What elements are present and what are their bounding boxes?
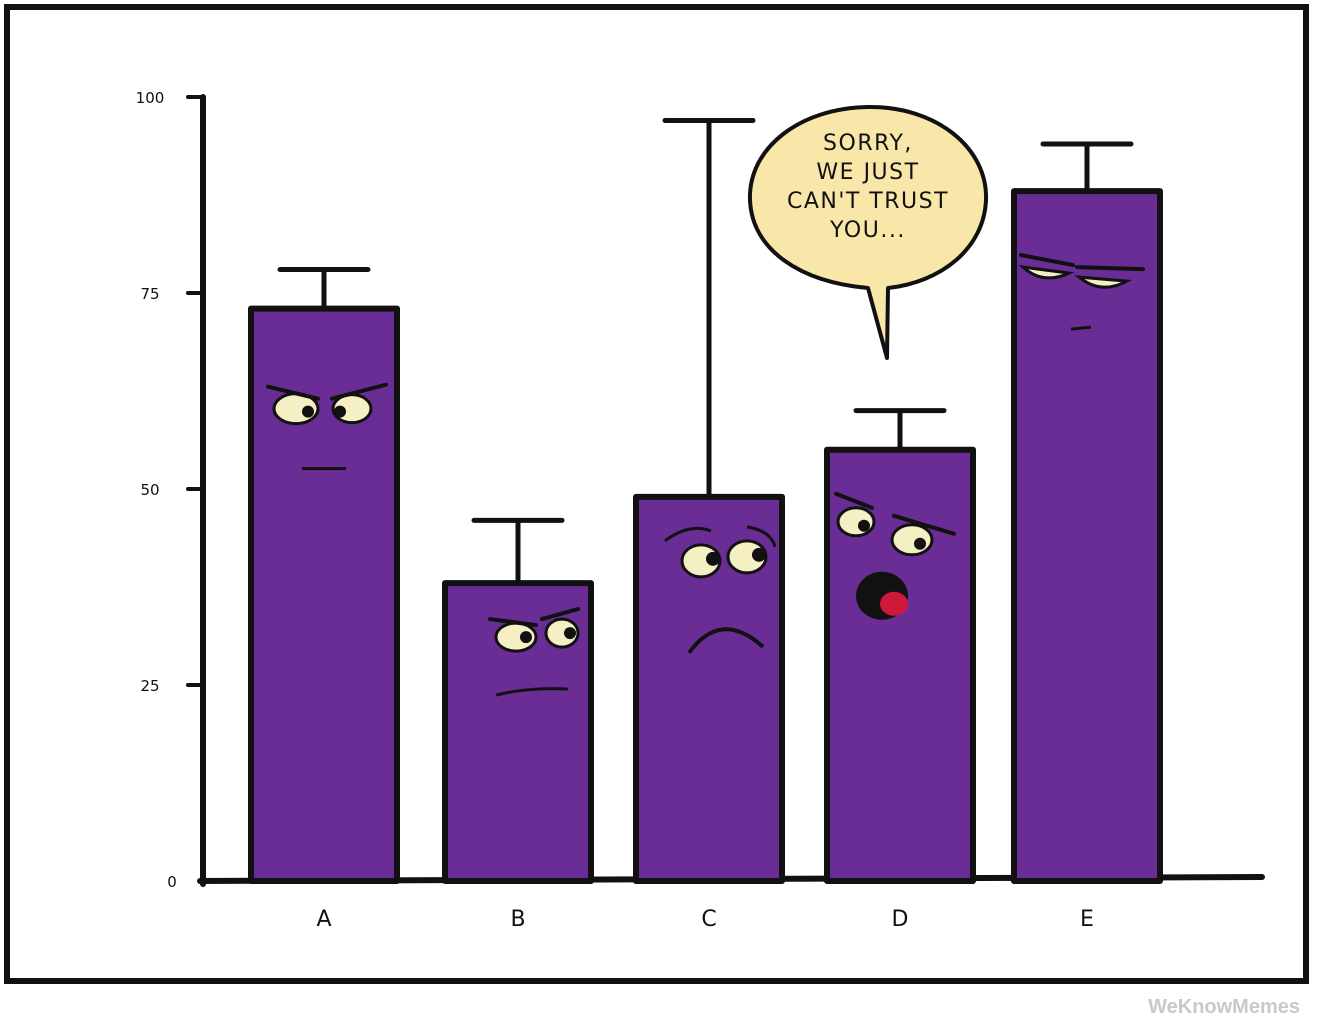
mouth [495, 687, 569, 697]
bar-group-e [1011, 141, 1163, 884]
speech-bubble-line: SORRY, [823, 131, 913, 156]
eye [1074, 275, 1133, 289]
x-tick-label: D [892, 907, 909, 932]
speech-bubble-line: YOU... [829, 218, 906, 243]
speech-bubble-shape [747, 104, 989, 360]
brow [1019, 253, 1075, 268]
pupil [564, 627, 576, 640]
speech-bubble-line: WE JUST [816, 160, 919, 185]
x-tick-label: E [1080, 907, 1094, 932]
brow [892, 513, 956, 536]
speech-bubble-line: CAN'T TRUST [787, 189, 949, 214]
pupil [752, 547, 766, 562]
x-tick-labels: A B C D E [316, 907, 1093, 932]
y-tick-label: 75 [140, 285, 159, 303]
x-tick-label: B [510, 907, 525, 932]
brow [266, 384, 320, 401]
bar-group-a [248, 266, 400, 884]
speech-bubble: SORRY, WE JUST CAN'T TRUST YOU... [747, 104, 989, 360]
bar [248, 305, 400, 884]
x-tick-label: A [316, 907, 331, 932]
tongue [880, 591, 908, 616]
mouth [1070, 325, 1092, 331]
y-tick-label: 100 [136, 89, 165, 107]
bar [1011, 188, 1163, 884]
watermark: WeKnowMemes [1148, 996, 1300, 1018]
bar-group-c [633, 118, 785, 884]
brow [1075, 265, 1145, 272]
bars [248, 118, 1163, 885]
pupil [520, 631, 532, 644]
pupil [302, 405, 314, 418]
y-tick-label: 25 [140, 677, 159, 695]
eye [1018, 264, 1075, 280]
eye [544, 617, 580, 649]
y-ticks: 0 25 50 75 100 [136, 89, 205, 891]
eye [836, 506, 876, 538]
brow [834, 491, 874, 510]
bar-group-d [824, 408, 976, 884]
pupil [334, 405, 346, 418]
y-tick-label: 0 [167, 873, 177, 891]
brow [540, 607, 580, 622]
pupil [706, 551, 720, 566]
pupil [914, 537, 926, 550]
mouth [687, 627, 765, 655]
brow [488, 617, 538, 628]
speech-bubble-text: SORRY, WE JUST CAN'T TRUST YOU... [787, 131, 949, 243]
eye [890, 523, 934, 557]
x-tick-label: C [701, 907, 716, 932]
pupil [858, 519, 870, 532]
brow [746, 525, 777, 548]
bar-group-b [442, 517, 594, 885]
brow [664, 526, 712, 543]
brow [330, 382, 388, 401]
y-tick-label: 50 [140, 481, 159, 499]
